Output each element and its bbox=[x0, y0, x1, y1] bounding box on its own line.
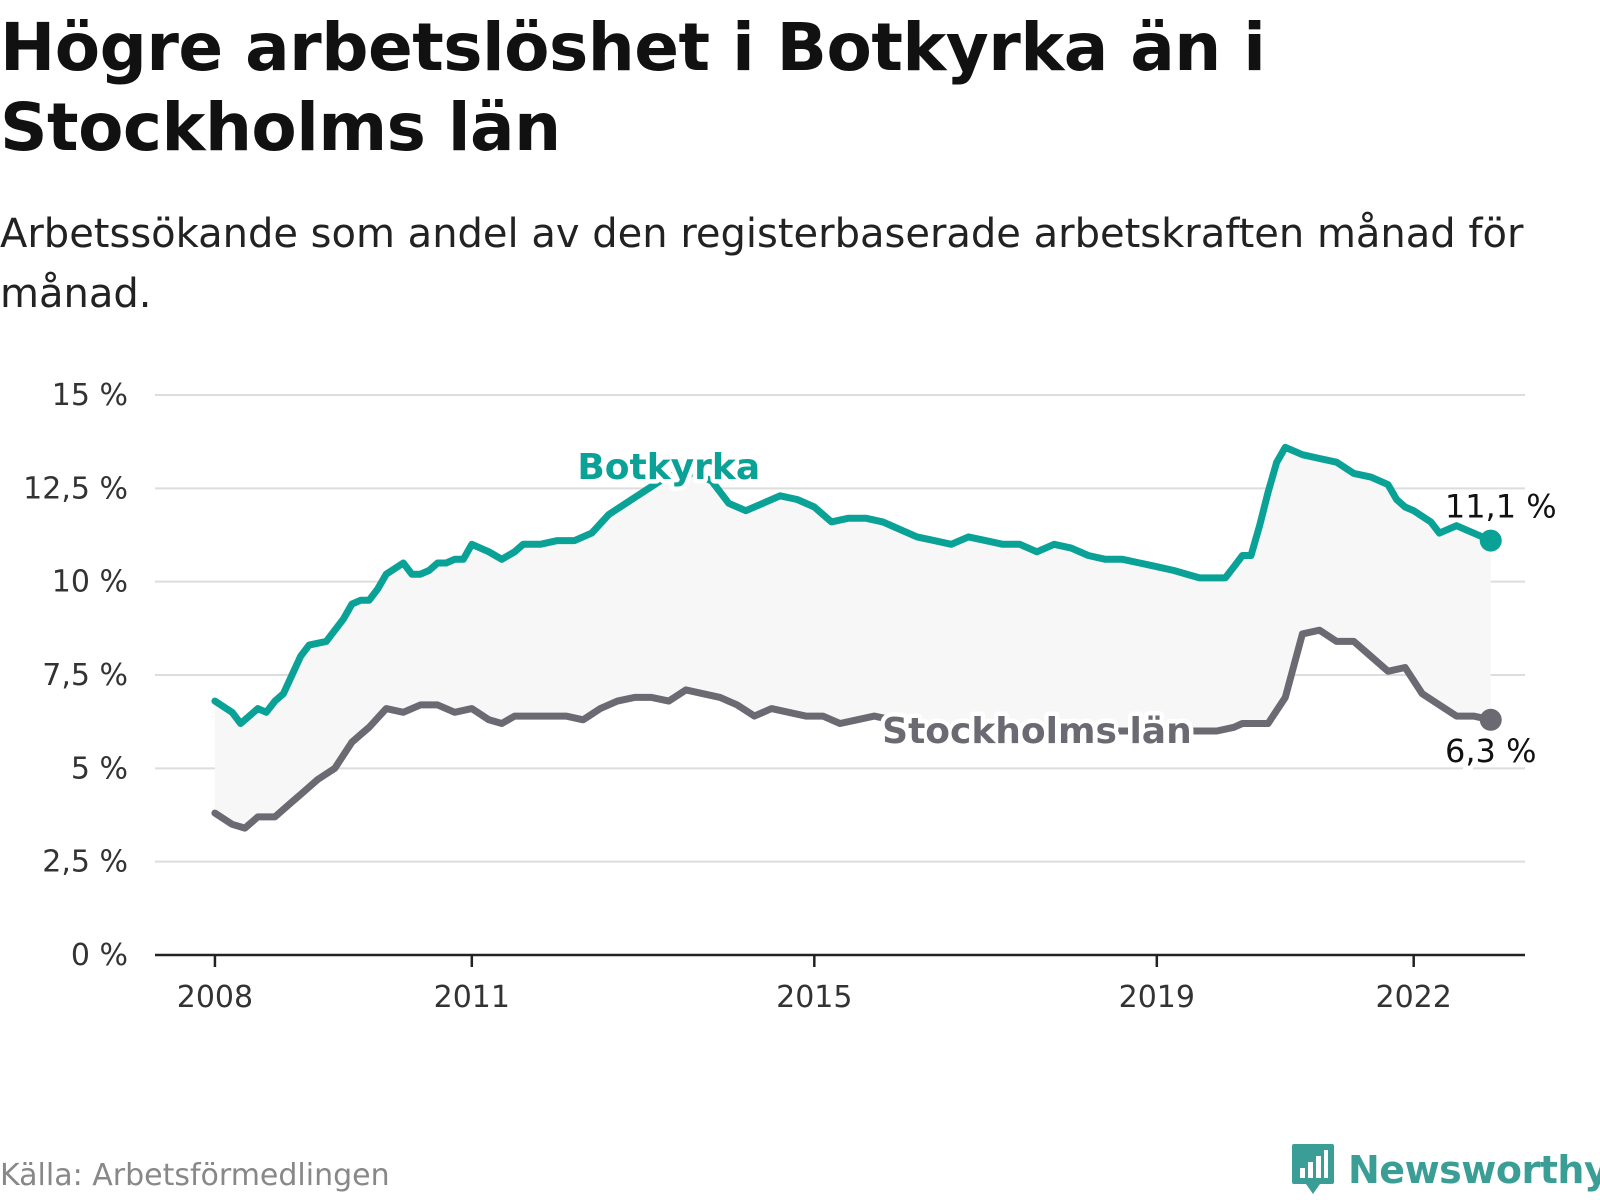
y-tick-label: 15 % bbox=[52, 378, 128, 413]
series-labels: Botkyrka Stockholms län 11,1 % 6,3 % bbox=[573, 443, 1561, 774]
series-end-marker bbox=[1479, 529, 1502, 552]
series-end-marker bbox=[1479, 708, 1502, 731]
x-axis: 2008 2011 2015 2019 2022 bbox=[177, 955, 1452, 1015]
y-tick-label: 7,5 % bbox=[42, 658, 128, 693]
y-axis: 0 % 2,5 % 5 % 7,5 % 10 % 12,5 % 15 % bbox=[23, 378, 128, 973]
y-tick-label: 0 % bbox=[71, 938, 128, 973]
y-tick-label: 12,5 % bbox=[23, 471, 128, 506]
end-value-label-botkyrka: 11,1 % bbox=[1445, 488, 1557, 526]
difference-band bbox=[214, 447, 1491, 829]
x-tick-label: 2011 bbox=[434, 980, 510, 1015]
series-lines bbox=[211, 443, 1502, 832]
series-line-1 bbox=[211, 626, 1495, 832]
x-tick-label: 2008 bbox=[177, 980, 253, 1015]
x-tick-label: 2015 bbox=[776, 980, 852, 1015]
x-tick-label: 2022 bbox=[1376, 980, 1452, 1015]
brand-logo[interactable]: Newsworthy bbox=[1290, 1140, 1600, 1200]
series-name-label-stockholm: Stockholms län bbox=[882, 711, 1192, 752]
newsworthy-logo-icon bbox=[1292, 1144, 1334, 1194]
y-tick-label: 10 % bbox=[52, 565, 128, 600]
chart-subtitle: Arbetssökande som andel av den registerb… bbox=[0, 211, 1524, 317]
source-note: Källa: Arbetsförmedlingen bbox=[0, 1158, 390, 1193]
chart-title: Högre arbetslöshet i Botkyrka än i Stock… bbox=[0, 9, 1266, 166]
series-line-0 bbox=[211, 443, 1495, 727]
x-tick-label: 2019 bbox=[1119, 980, 1195, 1015]
y-tick-label: 5 % bbox=[71, 751, 128, 786]
gridlines bbox=[155, 394, 1525, 863]
series-name-label-botkyrka: Botkyrka bbox=[577, 447, 760, 488]
y-tick-label: 2,5 % bbox=[42, 845, 128, 880]
brand-name: Newsworthy bbox=[1348, 1148, 1600, 1192]
end-value-label-stockholm: 6,3 % bbox=[1445, 732, 1536, 770]
